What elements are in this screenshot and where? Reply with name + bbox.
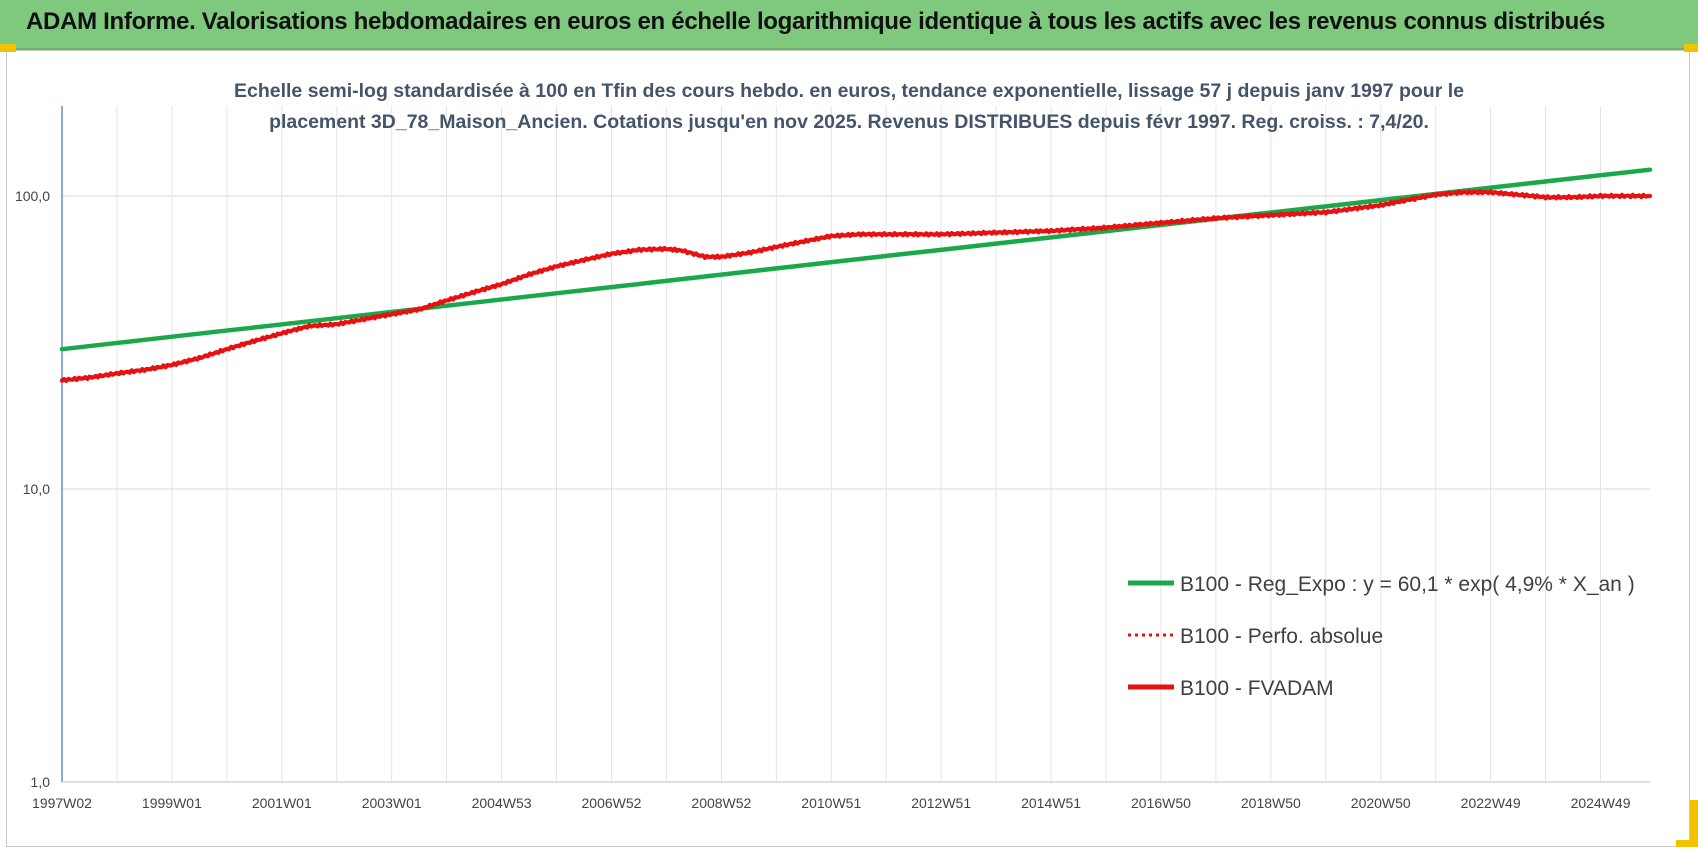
- x-tick-label: 2004W53: [472, 795, 532, 811]
- chart-subtitle-line1: Echelle semi-log standardisée à 100 en T…: [234, 80, 1464, 102]
- x-tick-label: 2001W01: [252, 795, 312, 811]
- x-tick-label: 2010W51: [801, 795, 861, 811]
- x-tick-label: 2008W52: [691, 795, 751, 811]
- page-title: ADAM Informe. Valorisations hebdomadaire…: [26, 8, 1606, 35]
- x-tick-label: 2020W50: [1351, 795, 1411, 811]
- axes: [61, 106, 1650, 783]
- chart-frame: [6, 50, 1690, 847]
- y-axis-tick-labels: 1,0 10,0 100,0: [15, 188, 50, 790]
- x-tick-label: 2012W51: [911, 795, 971, 811]
- x-axis-tick-labels: 1997W02 1999W01 2001W01 2003W01 2004W53 2006W…: [32, 795, 1631, 811]
- legend-label: B100 - Perfo. absolue: [1180, 625, 1383, 648]
- corner-marker-bottom-right: [1690, 800, 1698, 847]
- series-line-perfo-absolue: [60, 190, 1652, 383]
- series-line-reg-expo: [59, 167, 1653, 352]
- x-tick-label: 2024W49: [1571, 795, 1631, 811]
- corner-marker-bottom-right-h: [1676, 840, 1690, 847]
- corner-marker-top-right: [1684, 44, 1698, 52]
- grid-lines: [62, 106, 1650, 783]
- series-lines: [59, 167, 1653, 383]
- x-tick-label: 2003W01: [362, 795, 422, 811]
- x-tick-label: 2018W50: [1241, 795, 1301, 811]
- title-bar: ADAM Informe. Valorisations hebdomadaire…: [0, 0, 1698, 50]
- x-tick-label: 2016W50: [1131, 795, 1191, 811]
- legend-label: B100 - FVADAM: [1180, 677, 1334, 700]
- y-tick-label: 1,0: [31, 774, 51, 790]
- y-tick-label: 100,0: [15, 188, 50, 204]
- x-tick-label: 2022W49: [1461, 795, 1521, 811]
- legend-label: B100 - Reg_Expo : y = 60,1 * exp( 4,9% *…: [1180, 573, 1635, 596]
- legend: B100 - Reg_Expo : y = 60,1 * exp( 4,9% *…: [1128, 573, 1635, 700]
- x-tick-label: 1999W01: [142, 795, 202, 811]
- x-tick-label: 2014W51: [1021, 795, 1081, 811]
- series-line-fvadam: [60, 189, 1652, 383]
- y-tick-label: 10,0: [23, 481, 50, 497]
- corner-marker-top-left: [0, 44, 16, 52]
- x-tick-label: 2006W52: [582, 795, 642, 811]
- x-tick-label: 1997W02: [32, 795, 92, 811]
- chart-subtitle-line2: placement 3D_78_Maison_Ancien. Cotations…: [269, 111, 1429, 133]
